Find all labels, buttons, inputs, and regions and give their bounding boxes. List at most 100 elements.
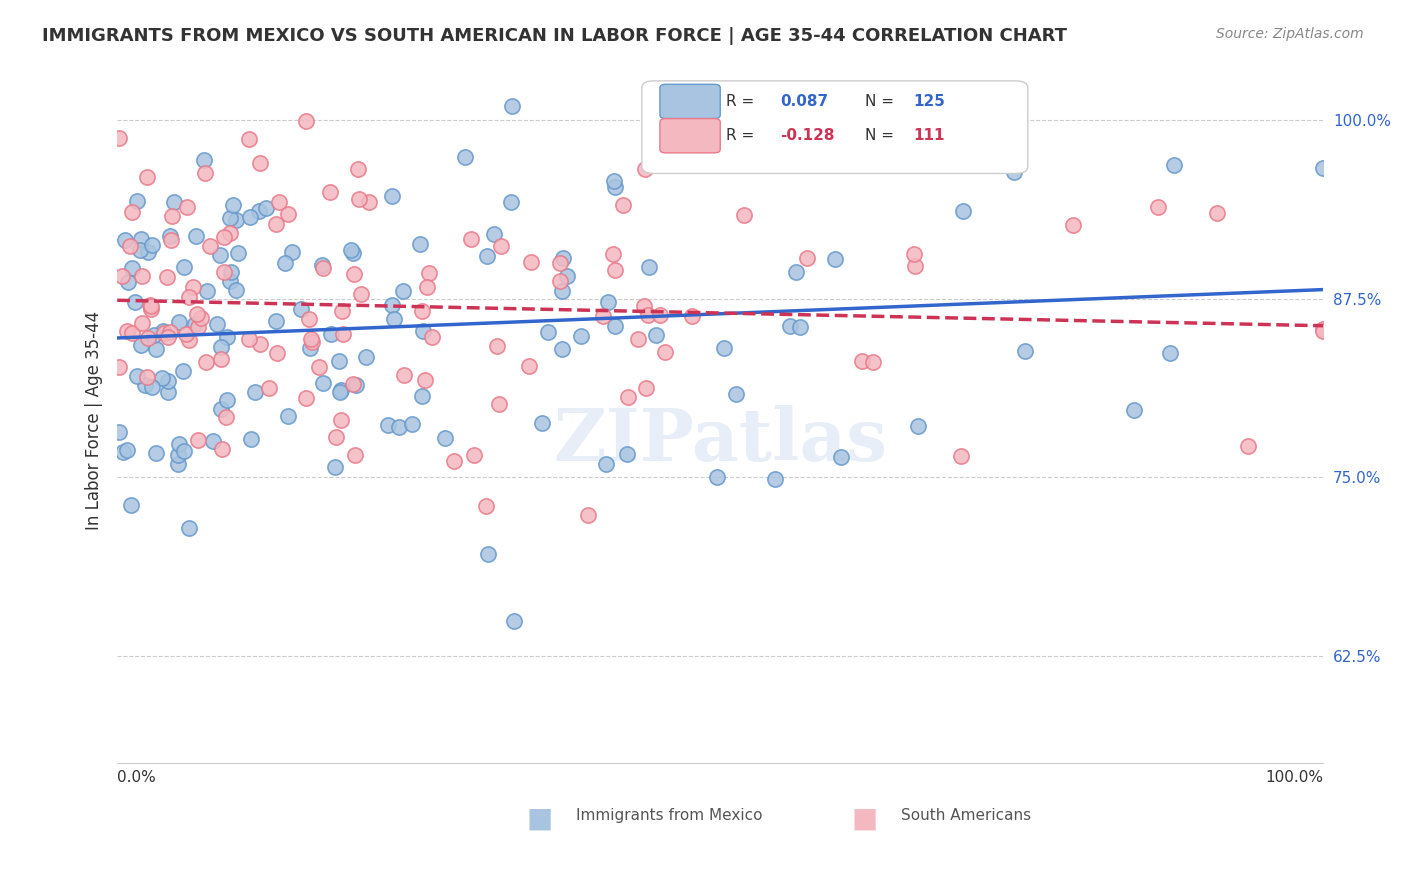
Point bbox=[125, 369, 148, 384]
Point bbox=[136, 331, 159, 345]
Point bbox=[952, 203, 974, 218]
Point bbox=[796, 251, 818, 265]
Point bbox=[1312, 321, 1334, 335]
Point bbox=[141, 299, 163, 313]
Text: R =: R = bbox=[727, 94, 759, 109]
Point bbox=[323, 459, 346, 474]
Point bbox=[298, 342, 321, 356]
Point bbox=[145, 342, 167, 356]
Point bbox=[221, 198, 243, 212]
Point bbox=[121, 205, 143, 219]
Point bbox=[301, 335, 323, 350]
Point bbox=[332, 327, 354, 342]
FancyBboxPatch shape bbox=[659, 85, 720, 119]
Text: N =: N = bbox=[865, 94, 898, 109]
Point bbox=[488, 397, 510, 411]
Text: 111: 111 bbox=[914, 128, 945, 144]
Point bbox=[551, 284, 574, 298]
Point bbox=[215, 409, 238, 424]
Point bbox=[254, 201, 277, 215]
Point bbox=[603, 263, 626, 277]
Point bbox=[157, 384, 180, 399]
Point bbox=[463, 449, 485, 463]
Point bbox=[139, 297, 162, 311]
Text: 0.087: 0.087 bbox=[780, 94, 828, 109]
Point bbox=[162, 194, 184, 209]
Point bbox=[257, 381, 280, 395]
Point bbox=[141, 237, 163, 252]
Point bbox=[201, 434, 224, 448]
Point bbox=[391, 284, 413, 298]
Point bbox=[349, 192, 371, 206]
Point bbox=[152, 370, 174, 384]
Point bbox=[548, 255, 571, 269]
Point bbox=[277, 409, 299, 423]
Point bbox=[173, 444, 195, 458]
Point bbox=[595, 458, 617, 472]
Point bbox=[354, 351, 377, 365]
Point bbox=[127, 194, 149, 208]
Point bbox=[218, 211, 240, 226]
Point bbox=[290, 301, 312, 316]
Point bbox=[418, 266, 440, 280]
Point bbox=[907, 419, 929, 434]
Point bbox=[433, 431, 456, 445]
Text: 125: 125 bbox=[914, 94, 945, 109]
Point bbox=[733, 208, 755, 222]
Point bbox=[603, 179, 626, 194]
Point bbox=[152, 324, 174, 338]
Point bbox=[190, 310, 212, 325]
Point bbox=[330, 303, 353, 318]
Point bbox=[243, 384, 266, 399]
Point bbox=[129, 244, 152, 258]
Point bbox=[187, 433, 209, 447]
Point bbox=[903, 259, 925, 273]
Point bbox=[330, 383, 353, 397]
Point bbox=[249, 156, 271, 170]
Text: Immigrants from Mexico: Immigrants from Mexico bbox=[575, 808, 762, 822]
Point bbox=[634, 161, 657, 176]
Point bbox=[266, 314, 288, 328]
Point bbox=[517, 359, 540, 373]
Point bbox=[1062, 218, 1084, 232]
Point bbox=[520, 255, 543, 269]
Point bbox=[181, 279, 204, 293]
Point bbox=[209, 340, 232, 354]
Point bbox=[131, 338, 153, 352]
Point bbox=[357, 195, 380, 210]
Point bbox=[197, 284, 219, 298]
Point bbox=[1002, 164, 1025, 178]
Point bbox=[616, 447, 638, 461]
Point bbox=[411, 303, 433, 318]
Point bbox=[343, 267, 366, 281]
Point bbox=[120, 498, 142, 512]
Point bbox=[240, 433, 263, 447]
Point bbox=[136, 370, 159, 384]
Point bbox=[209, 248, 232, 262]
Point bbox=[477, 249, 499, 263]
Text: 100.0%: 100.0% bbox=[1265, 771, 1323, 785]
Point bbox=[474, 499, 496, 513]
Point bbox=[198, 238, 221, 252]
Point bbox=[134, 378, 156, 392]
Point bbox=[112, 445, 135, 459]
Point bbox=[215, 393, 238, 408]
Text: Source: ZipAtlas.com: Source: ZipAtlas.com bbox=[1216, 27, 1364, 41]
Point bbox=[485, 339, 508, 353]
Point bbox=[325, 430, 347, 444]
Point bbox=[344, 448, 367, 462]
Point bbox=[644, 327, 666, 342]
Point bbox=[167, 448, 190, 462]
Point bbox=[219, 227, 242, 241]
Point bbox=[1206, 206, 1229, 220]
Point bbox=[274, 255, 297, 269]
Point bbox=[415, 280, 437, 294]
Point bbox=[209, 352, 232, 367]
Point bbox=[654, 345, 676, 359]
Point bbox=[763, 472, 786, 486]
Point bbox=[172, 364, 194, 378]
Y-axis label: In Labor Force | Age 35-44: In Labor Force | Age 35-44 bbox=[86, 310, 103, 530]
Point bbox=[177, 290, 200, 304]
Point bbox=[298, 312, 321, 326]
Point bbox=[238, 132, 260, 146]
